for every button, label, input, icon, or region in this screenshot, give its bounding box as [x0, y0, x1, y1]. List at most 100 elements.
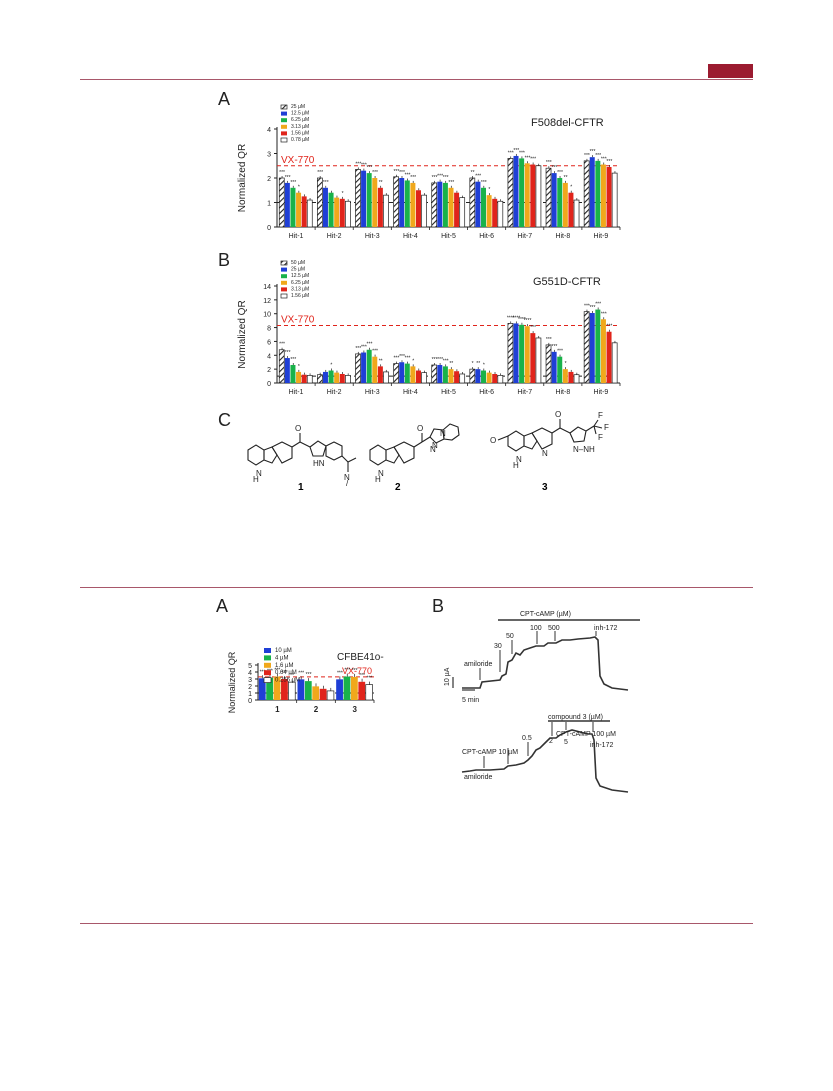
bar — [345, 375, 351, 384]
significance-label: *** — [393, 169, 399, 175]
legend-label: 0.64 µM — [275, 670, 297, 676]
significance-label: * — [298, 185, 300, 191]
bar — [319, 688, 327, 700]
bar — [611, 342, 618, 384]
bar — [568, 371, 574, 383]
y-tick-label: 0 — [267, 381, 271, 388]
bar — [600, 319, 606, 383]
svg-text:amiloride: amiloride — [464, 774, 493, 781]
bar — [345, 200, 351, 228]
bar — [296, 192, 302, 227]
bar — [611, 172, 618, 228]
bar — [507, 323, 514, 384]
compound-3-structure — [497, 419, 603, 452]
category-label: Hit-1 — [289, 389, 304, 396]
bar — [431, 364, 438, 384]
fig1-panel-a-label: A — [218, 89, 230, 109]
bar — [336, 679, 343, 700]
svg-text:F: F — [604, 423, 609, 432]
legend-swatch — [264, 655, 271, 661]
svg-text:inh-172: inh-172 — [594, 625, 617, 632]
bar — [328, 370, 334, 383]
significance-label: *** — [279, 342, 285, 348]
bar — [573, 199, 580, 228]
svg-text:O: O — [490, 436, 496, 445]
svg-text:N: N — [432, 441, 438, 450]
bar — [358, 681, 366, 700]
category-label: Hit-6 — [479, 233, 494, 240]
bar — [421, 372, 427, 384]
significance-label: *** — [337, 670, 343, 676]
legend-label: 12.5 µM — [291, 111, 309, 117]
bar — [355, 353, 361, 384]
svg-text:N: N — [344, 473, 350, 482]
svg-text:N: N — [430, 445, 436, 454]
bar — [481, 370, 487, 383]
bar — [551, 173, 557, 227]
legend-label: 1.6 µM — [275, 663, 293, 669]
bar — [513, 323, 519, 383]
bar — [365, 684, 373, 701]
legend-swatch — [281, 118, 287, 123]
bar — [545, 344, 552, 384]
legend-swatch — [264, 670, 271, 676]
significance-label: ** — [379, 180, 383, 186]
legend-swatch — [281, 111, 287, 116]
significance-label: *** — [508, 150, 514, 156]
bar — [350, 676, 358, 700]
bar — [372, 356, 378, 383]
legend-label: 4 µM — [275, 655, 288, 661]
bar — [377, 187, 383, 227]
category-label: Hit-8 — [555, 233, 570, 240]
bar — [530, 164, 536, 227]
significance-label: *** — [282, 670, 288, 676]
significance-label: *** — [443, 175, 449, 181]
legend-label: 0.256 µM — [275, 678, 300, 684]
svg-text:CPT-cAMP 10 µM: CPT-cAMP 10 µM — [462, 749, 518, 756]
significance-label: *** — [606, 159, 612, 165]
y-tick-label: 12 — [263, 298, 271, 305]
compound-3-conc-label: compound 3 (µM) — [548, 714, 603, 721]
significance-label: *** — [290, 357, 296, 363]
significance-label: *** — [546, 160, 552, 166]
legend-swatch — [281, 280, 287, 285]
significance-label: * — [570, 185, 572, 191]
svg-text:500: 500 — [548, 625, 560, 632]
compound-3-label: 3 — [542, 482, 548, 493]
bar — [421, 194, 427, 228]
legend-label: 6.25 µM — [291, 117, 309, 123]
svg-text:O: O — [417, 424, 423, 433]
chemical-structures — [247, 419, 603, 472]
chart-title: G551D-CFTR — [533, 276, 601, 288]
bar — [410, 182, 416, 227]
bar — [562, 369, 568, 383]
significance-label: *** — [344, 668, 350, 674]
bar — [355, 169, 361, 228]
bar — [334, 197, 340, 227]
y-tick-label: 8 — [267, 326, 271, 333]
bar — [317, 177, 323, 228]
y-tick-label: 6 — [267, 339, 271, 346]
bar — [297, 679, 305, 700]
significance-label: *** — [298, 670, 304, 676]
bar — [557, 356, 563, 383]
significance-label: *** — [601, 311, 607, 317]
significance-label: * — [298, 364, 300, 370]
bar — [278, 349, 285, 384]
bar — [258, 678, 266, 700]
fig1-panel-c-label: C — [218, 410, 231, 430]
compound-1-label: 1 — [298, 482, 304, 493]
bar — [366, 349, 372, 383]
significance-label: *** — [367, 342, 373, 348]
y-tick-label: 3 — [267, 152, 271, 159]
significance-label: *** — [399, 354, 405, 360]
bar — [469, 368, 476, 384]
y-axis-label: Normalized QR — [237, 144, 248, 212]
category-label: Hit-6 — [479, 389, 494, 396]
y-tick-label: 1 — [248, 691, 252, 698]
y-axis-label: Normalized QR — [227, 651, 237, 713]
trace-top — [452, 619, 640, 691]
significance-label: *** — [437, 174, 443, 180]
fig2-panel-b-label: B — [432, 596, 444, 616]
